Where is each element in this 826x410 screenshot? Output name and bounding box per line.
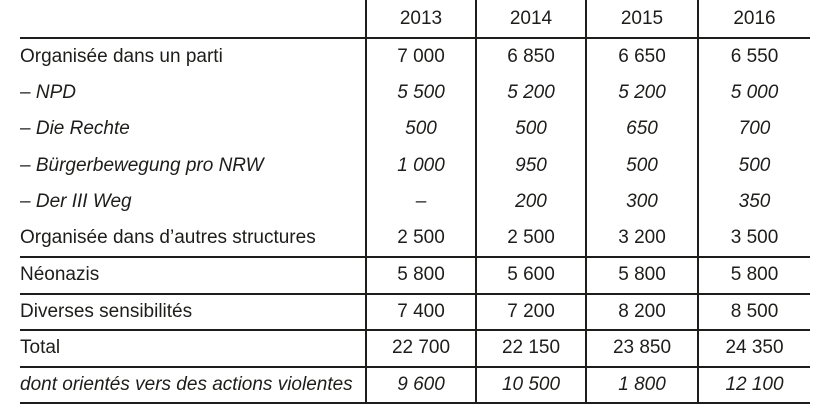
value-cell: 12 100: [698, 365, 810, 404]
value-cell: –: [366, 184, 477, 221]
value-cell: 5 600: [476, 256, 587, 294]
extremism-statistics-table: 2013 2014 2015 2016 Organisée dans un parti…: [20, 0, 810, 404]
row-label: Organisée dans d’autres structures: [20, 220, 367, 257]
row-label: – Der III Weg: [20, 184, 367, 221]
table-row: Diverses sensibilités 7 400 7 200 8 200 8 50…: [20, 292, 810, 330]
table-row: Organisée dans d’autres structures 2 500 2…: [20, 220, 810, 257]
row-label: Diverses sensibilités: [20, 292, 367, 330]
table-row: – Bürgerbewegung pro NRW 1 000 950 500 500: [20, 147, 810, 184]
year-column-header: 2013: [366, 0, 477, 39]
value-cell: 5 200: [586, 74, 699, 111]
value-cell: 200: [476, 184, 587, 221]
value-cell: 5 800: [698, 256, 810, 294]
table-row: Néonazis 5 800 5 600 5 800 5 800: [20, 256, 810, 294]
value-cell: 2 500: [476, 220, 587, 257]
value-cell: 5 000: [730, 81, 779, 103]
value-cell: 7 200: [476, 292, 587, 330]
value-cell: 950: [476, 147, 587, 184]
value-cell: 3 500: [730, 227, 779, 249]
value-cell: 5 200: [476, 74, 587, 111]
value-cell: 5 800: [586, 256, 699, 294]
value-cell: 3 200: [586, 220, 699, 257]
value-cell: 5 500: [366, 74, 477, 111]
value-cell: 500: [366, 111, 477, 148]
table-header: 2013 2014 2015 2016: [20, 0, 810, 39]
value-cell: 6 850: [476, 38, 587, 75]
value-cell: 6 550: [730, 45, 779, 67]
table-row: dont orientés vers des actions violentes…: [20, 365, 810, 404]
table-row: – NPD 5 500 5 200 5 200 5 000: [20, 74, 810, 111]
year-column-header: 2014: [476, 0, 587, 39]
header-row: 2013 2014 2015 2016: [20, 0, 810, 39]
row-label: Total: [20, 329, 367, 367]
value-cell: 500: [586, 147, 699, 184]
table-row: – Die Rechte 500 500 650 700: [20, 111, 810, 148]
row-label: – Bürgerbewegung pro NRW: [20, 147, 367, 184]
value-cell: 8 500: [698, 292, 810, 330]
value-cell: 700: [738, 118, 771, 140]
table-body: Organisée dans un parti 7 000 6 850 6 650 6 …: [20, 38, 810, 404]
value-cell: 7 400: [366, 292, 477, 330]
row-label: Organisée dans un parti: [20, 38, 367, 75]
value-cell: 1 800: [586, 365, 699, 404]
row-label: Néonazis: [20, 256, 367, 294]
value-cell: 6 650: [586, 38, 699, 75]
value-cell: 22 700: [366, 329, 477, 367]
value-cell: 650: [586, 111, 699, 148]
table-row: Organisée dans un parti 7 000 6 850 6 650 6 …: [20, 38, 810, 75]
value-cell: 1 000: [366, 147, 477, 184]
value-cell: 22 150: [476, 329, 587, 367]
value-cell: 300: [586, 184, 699, 221]
value-cell: 5 800: [366, 256, 477, 294]
row-label: – Die Rechte: [20, 111, 367, 148]
value-cell: 8 200: [586, 292, 699, 330]
value-cell: 23 850: [586, 329, 699, 367]
row-label: dont orientés vers des actions violentes: [20, 365, 367, 404]
table-row: – Der III Weg –200 300 350: [20, 184, 810, 221]
year-column-header: 2016: [698, 0, 810, 39]
table-row: Total 22 700 22 150 23 850 24 350: [20, 329, 810, 367]
value-cell: 500: [738, 154, 771, 176]
row-label: – NPD: [20, 74, 367, 111]
year-column-header: 2015: [586, 0, 699, 39]
corner-cell: [20, 0, 367, 39]
value-cell: 2 500: [366, 220, 477, 257]
value-cell: 350: [738, 191, 771, 213]
value-cell: 10 500: [476, 365, 587, 404]
value-cell: 7 000: [366, 38, 477, 75]
value-cell: 9 600: [366, 365, 477, 404]
value-cell: 24 350: [698, 329, 810, 367]
value-cell: 500: [476, 111, 587, 148]
